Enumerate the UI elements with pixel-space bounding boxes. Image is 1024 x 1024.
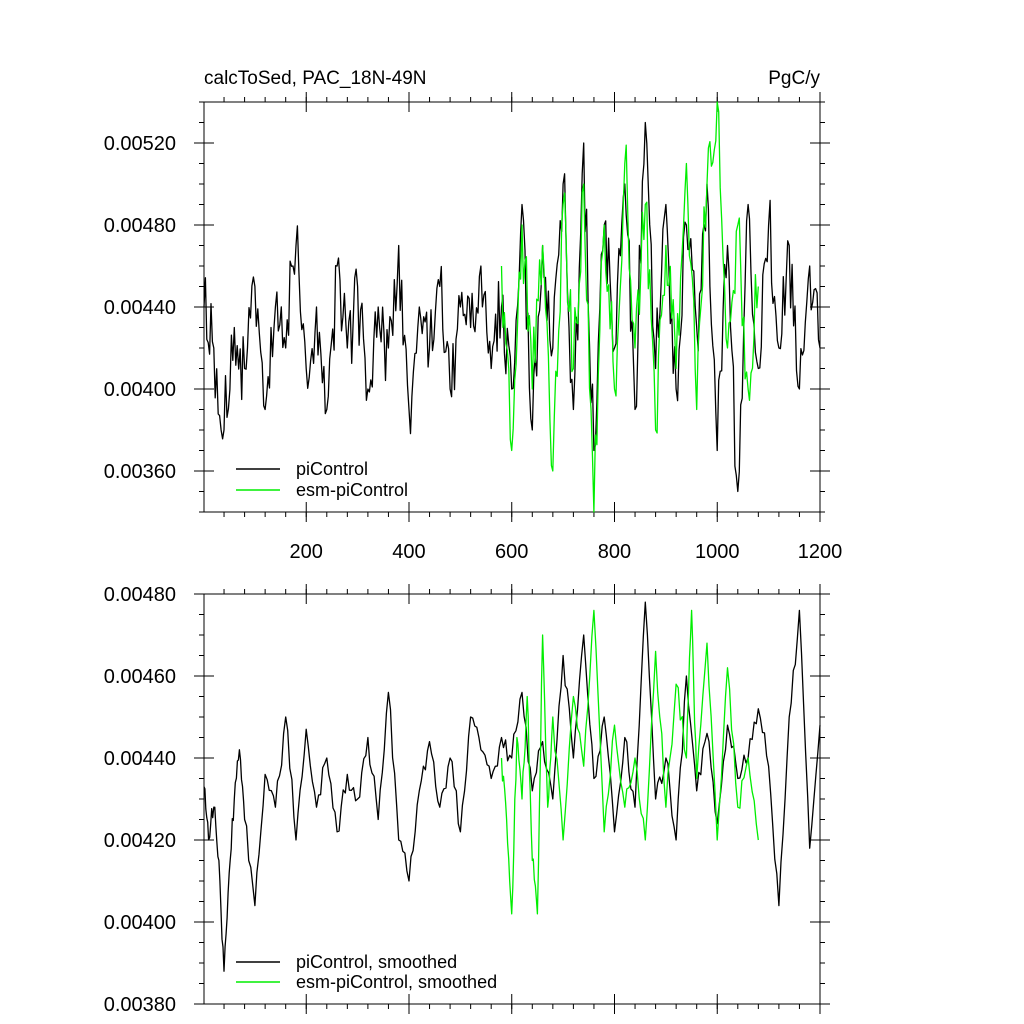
bottom-ytick-label: 0.00400 [104, 912, 176, 934]
top-xtick-label: 800 [598, 541, 631, 563]
bottom-ytick-label: 0.00460 [104, 666, 176, 688]
top-xtick-label: 1000 [695, 541, 740, 563]
bottom-ytick-label: 0.00380 [104, 994, 176, 1016]
bottom-plot-frame [203, 593, 821, 1005]
top-xtick-label: 400 [392, 541, 425, 563]
bottom-ytick-label: 0.00480 [104, 584, 176, 606]
top-legend-label-esm-picontrol: esm-piControl [296, 480, 408, 500]
top-legend-label-picontrol: piControl [296, 459, 368, 479]
bottom-ytick-label: 0.00420 [104, 830, 176, 852]
top-panel: calcToSed, PAC_18N-49N PgC/y 0.003600.00… [104, 68, 843, 563]
top-axes: 0.00360 0.00400 0.00440 0.00480 0.00520 200 40… [104, 92, 843, 563]
bottom-ytick-label: 0.00440 [104, 748, 176, 770]
top-legend: piControl esm-piControl [236, 459, 408, 500]
bottom-series-line-picontrol-smoothed [203, 601, 821, 972]
top-ytick-label: 0.00400 [104, 379, 176, 401]
top-ytick-label: 0.00480 [104, 215, 176, 237]
bottom-legend-label-picontrol-smoothed: piControl, smoothed [296, 952, 457, 972]
top-chart-units: PgC/y [768, 68, 820, 89]
top-series-line-picontrol [203, 121, 821, 493]
top-xtick-label: 200 [290, 541, 323, 563]
top-ytick-label: 0.00520 [104, 133, 176, 155]
top-series-line-esm-picontrol [500, 101, 759, 513]
bottom-series-line-esm-picontrol-smoothed [500, 609, 759, 915]
top-xtick-label: 600 [495, 541, 528, 563]
top-series-lines [203, 101, 821, 513]
bottom-axes: 0.00380 0.00400 0.00420 0.00440 0.00460 0.004… [104, 584, 830, 1016]
bottom-series-lines [203, 601, 821, 972]
bottom-panel: 0.00380 0.00400 0.00420 0.00440 0.00460 0.004… [104, 584, 830, 1016]
top-ytick-label: 0.00440 [104, 297, 176, 319]
bottom-legend: piControl, smoothed esm-piControl, smoot… [236, 952, 497, 992]
top-xtick-label: 1200 [798, 541, 843, 563]
bottom-legend-label-esm-picontrol-smoothed: esm-piControl, smoothed [296, 972, 497, 992]
top-chart-title: calcToSed, PAC_18N-49N [204, 68, 426, 89]
top-ytick-label: 0.00360 [104, 461, 176, 483]
